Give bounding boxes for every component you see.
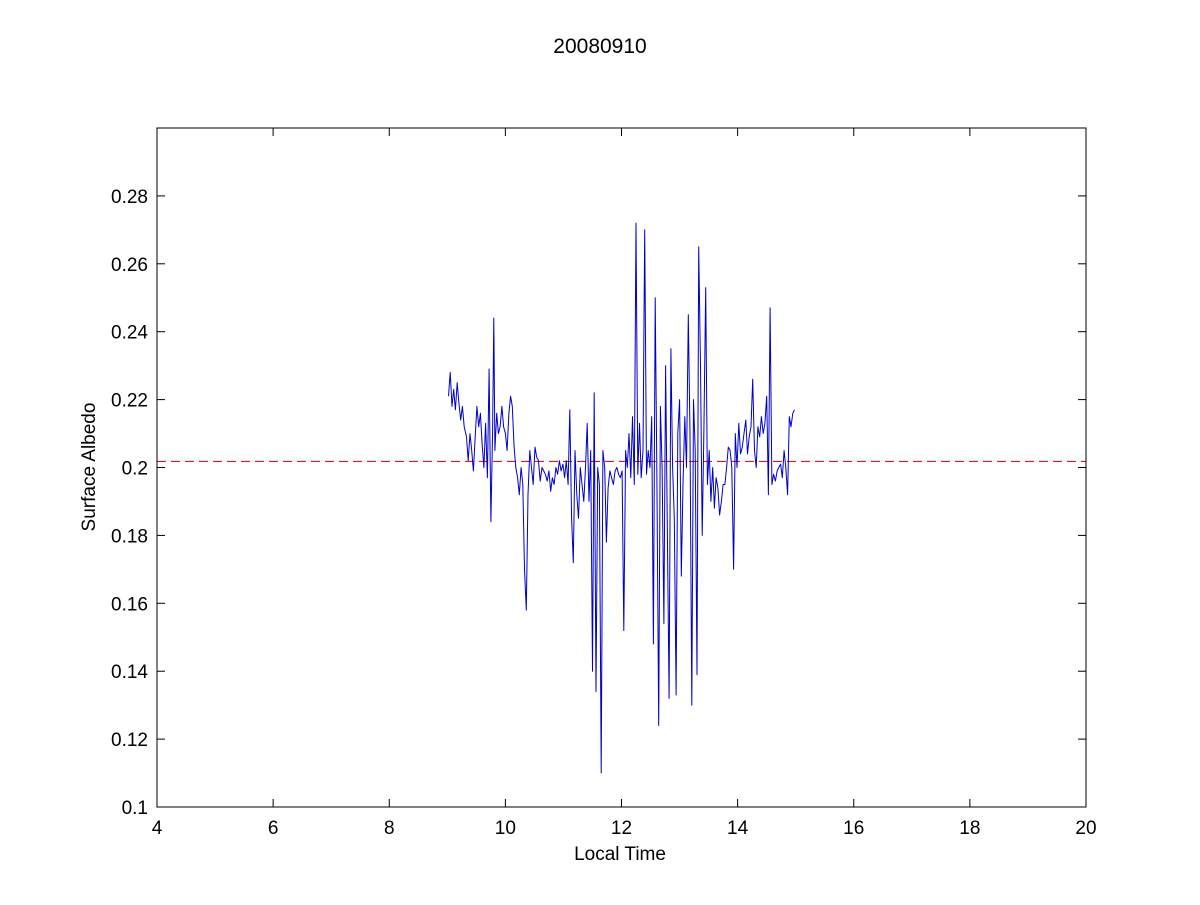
series-line bbox=[448, 222, 795, 774]
x-tick-label: 6 bbox=[268, 818, 279, 839]
plot-area bbox=[157, 128, 1086, 807]
series-layer bbox=[448, 222, 795, 774]
y-tick-label: 0.16 bbox=[111, 594, 148, 615]
x-tick-labels: 4 6 8 10 12 14 16 18 20 bbox=[152, 818, 1097, 839]
x-tick-label: 12 bbox=[611, 818, 632, 839]
y-tick-label: 0.24 bbox=[111, 323, 148, 344]
y-tick-label: 0.2 bbox=[122, 459, 148, 480]
x-tick-label: 18 bbox=[959, 818, 980, 839]
y-tick-label: 0.26 bbox=[111, 255, 148, 276]
x-tick-label: 20 bbox=[1075, 818, 1096, 839]
y-tick-label: 0.18 bbox=[111, 526, 148, 547]
x-tick-label: 16 bbox=[843, 818, 864, 839]
x-axis-label: Local Time bbox=[574, 844, 666, 865]
y-tick-label: 0.1 bbox=[122, 798, 148, 819]
x-tick-label: 14 bbox=[727, 818, 749, 839]
y-tick-label: 0.14 bbox=[111, 662, 148, 683]
y-tick-label: 0.12 bbox=[111, 730, 148, 751]
y-axis-label: Surface Albedo bbox=[79, 403, 100, 532]
x-tick-label: 8 bbox=[384, 818, 395, 839]
y-tick-labels: 0.1 0.12 0.14 0.16 0.18 0.2 0.22 0.24 0.26 0.28 bbox=[111, 187, 148, 819]
tick-layer bbox=[156, 128, 1087, 808]
chart-title: 20080910 bbox=[553, 35, 646, 58]
y-tick-label: 0.28 bbox=[111, 187, 148, 208]
x-tick-label: 10 bbox=[495, 818, 516, 839]
y-tick-label: 0.22 bbox=[111, 391, 148, 412]
x-tick-label: 4 bbox=[152, 818, 163, 839]
